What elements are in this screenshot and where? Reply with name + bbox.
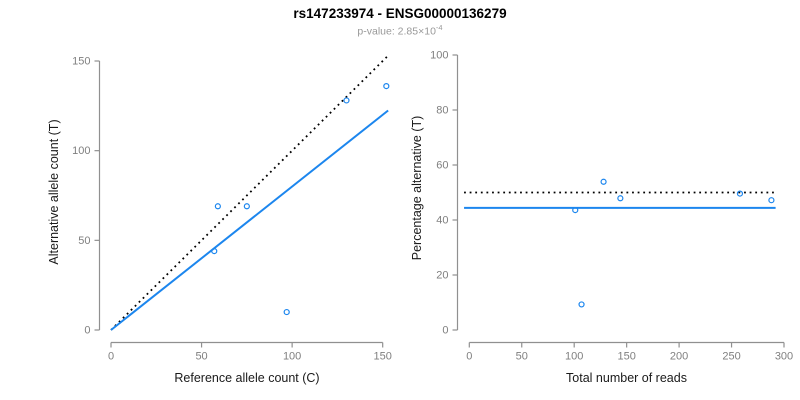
x-tick-label: 150 (617, 351, 635, 363)
data-point (578, 301, 585, 308)
x-tick-label: 150 (374, 351, 392, 363)
data-point (600, 178, 607, 185)
p-value-exponent: -4 (435, 23, 443, 32)
y-tick-label: 60 (436, 160, 448, 172)
x-tick-label: 100 (565, 351, 583, 363)
chart-title: rs147233974 - ENSG00000136279 (293, 6, 507, 21)
x-tick-label: 100 (283, 351, 301, 363)
data-point (736, 190, 744, 197)
data-point (243, 203, 250, 210)
y-tick-label: 150 (72, 56, 90, 68)
y-axis-label-alt-count: Alternative allele count (T) (47, 119, 61, 265)
y-tick-label: 50 (78, 235, 90, 247)
data-point (211, 247, 218, 255)
identity-line (110, 54, 389, 331)
data-point (343, 97, 350, 104)
y-axis-label-percentage: Percentage alternative (T) (410, 115, 424, 261)
p-value-label: p-value: 2.85×10-4 (0, 23, 800, 38)
x-axis-label-allele-count: Reference allele count (C) (174, 371, 320, 385)
data-point (214, 203, 221, 210)
x-tick-label: 50 (195, 351, 207, 363)
regression-line (110, 109, 389, 331)
y-tick-label: 100 (72, 145, 90, 157)
x-tick-label: 250 (722, 351, 740, 363)
p-value-text: p-value: 2.85×10 (357, 25, 436, 38)
y-tick-label: 0 (84, 325, 90, 337)
y-tick-label: 0 (442, 325, 448, 337)
data-point (768, 197, 775, 204)
x-tick-label: 50 (516, 351, 528, 363)
y-tick-label: 40 (436, 215, 448, 227)
x-tick-label: 0 (108, 351, 114, 363)
x-tick-label: 200 (670, 351, 688, 363)
x-tick-label: 0 (466, 351, 472, 363)
data-point (617, 195, 624, 202)
x-tick-label: 300 (775, 351, 793, 363)
y-tick-label: 20 (436, 270, 448, 282)
y-tick-label: 80 (436, 105, 448, 117)
data-point (383, 83, 390, 90)
data-point (572, 207, 579, 214)
y-tick-label: 100 (430, 50, 448, 62)
data-point (283, 308, 290, 316)
x-axis-label-total-reads: Total number of reads (566, 371, 687, 385)
